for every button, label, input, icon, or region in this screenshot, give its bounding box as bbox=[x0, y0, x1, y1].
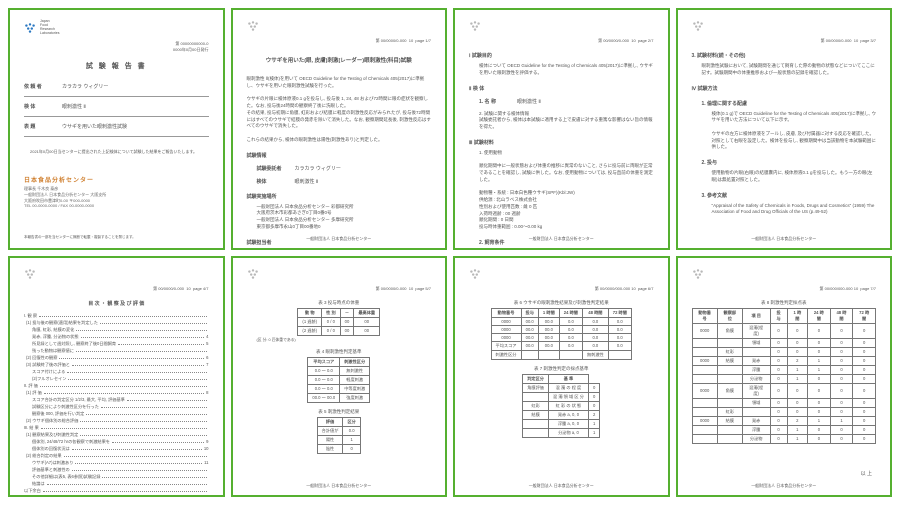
page-footer: 一般財団法人 日本食品分析センター bbox=[678, 483, 891, 489]
end-mark: 以 上 bbox=[861, 470, 872, 477]
logo bbox=[24, 268, 209, 280]
table-a: 動 物性 別－最高体重(1 週齢)0 / 00000(2 週齢)0 / 0000… bbox=[297, 308, 380, 336]
page-4: 第 00/0000/0-000 10 page 3/7 3. 試験材料(続・その… bbox=[676, 8, 893, 250]
cap-a: 表 6 ウサギの眼刺激性結果及び刺激性判定結果 bbox=[469, 300, 654, 306]
sample-label: 検 体 bbox=[24, 103, 54, 110]
place: 一般財団法人 日本食品分析センター 彩都研究所 大阪府茨木市彩都あさぎ0丁目0番… bbox=[257, 204, 432, 231]
dots-logo-icon bbox=[692, 20, 704, 32]
issue-note: 2021年0月00日当センターに提出された上記検体について試験した結果をご報告い… bbox=[30, 149, 209, 155]
page-header: 第 00/0000/0-000 10 page 2/7 bbox=[469, 38, 654, 44]
sponsor-label: 依 頼 者 bbox=[24, 83, 54, 90]
sample-value: 眼刺激性 Ⅱ bbox=[62, 103, 86, 110]
sub2: 2. 投与 bbox=[702, 159, 877, 166]
logo bbox=[247, 20, 432, 32]
logo bbox=[692, 20, 877, 32]
report-number: 第 00000000000-0 0000年0月00日発行 bbox=[24, 41, 209, 53]
title-value: ウサギを用いた眼刺激性試験 bbox=[62, 123, 127, 130]
section-place: 試験実施場所 bbox=[247, 193, 432, 200]
sec2: Ⅱ 検 体 bbox=[469, 85, 654, 92]
sponsor-value: カラカラ ウィグリー bbox=[62, 83, 108, 90]
table-a: 動物番号観察部位項 目投与1 時間24 時間48 時間72 時間0000角膜混濁… bbox=[692, 308, 877, 444]
page-header: 第 00/0000/0-000 10 page 3/7 bbox=[692, 38, 877, 44]
page-footer: 一般財団法人 日本食品分析センター bbox=[233, 236, 446, 242]
page-header: 第 00/000/000-000 10 page 7/7 bbox=[692, 286, 877, 292]
p1: 眼刺激性試験において, 試験期間を通じて飼育した際の動物の状態などについてここに… bbox=[702, 63, 877, 77]
table-b: 判定区分基 準角膜評価混 濁 の 程 度0混 濁 領 域 区 分0虹彩虹 彩 の… bbox=[522, 374, 600, 438]
p3: 1. 使用動物 順化期間中に一般状態および体重の推移に異常のないこと, さらに投… bbox=[479, 150, 654, 231]
copyright-note: 本報告書の一部を当センターに無断で転載・複製することを禁じます。 bbox=[24, 235, 136, 240]
page-8: 第 00/000/000-000 10 page 7/7 表 8 刺激性判定採点… bbox=[676, 256, 893, 498]
table-a-foot: (区 分: 0 匹体重である) bbox=[257, 338, 432, 343]
logo-text: Japan Food Research Laboratories bbox=[40, 20, 59, 35]
toc-title: 目 次 ・ 観 察 及 び 評 価 bbox=[24, 300, 209, 307]
sec3: Ⅲ 試験材料 bbox=[469, 139, 654, 146]
dots-logo-icon bbox=[247, 268, 259, 280]
ref: "Appraisal of the Safety of Chemicals in… bbox=[712, 203, 877, 217]
org-stamp: 日本食品分析センター bbox=[24, 175, 209, 184]
page-footer: 一般財団法人 日本食品分析センター bbox=[455, 236, 668, 242]
dots-logo-icon bbox=[692, 268, 704, 280]
sub3: 3. 参考文献 bbox=[702, 192, 877, 199]
sub1: 1. 倫理に関する配慮 bbox=[702, 100, 877, 107]
logo bbox=[692, 268, 877, 280]
page-7: 第 00/0000/000-000 10 page 6/7 表 6 ウサギの眼刺… bbox=[453, 256, 670, 498]
page-footer: 一般財団法人 日本食品分析センター bbox=[233, 483, 446, 489]
toc: Ⅰ. 観 察 (1) 投与後の観察(適用)結果を判定した 角膜, 虹彩, 結膜の… bbox=[24, 313, 209, 494]
report-title: 試 験 報 告 書 bbox=[24, 61, 209, 71]
page-header: 第 00/0000/000-000 10 page 6/7 bbox=[469, 286, 654, 292]
page-3: 第 00/0000/0-000 10 page 2/7 Ⅰ 試験目的 検体につい… bbox=[453, 8, 670, 250]
page-6: 第 00/0000/0-000 10 page 5/7 表 3 投与時点の体重 … bbox=[231, 256, 448, 498]
page-header: 第 00/0000/0-000 10 page 1/7 bbox=[247, 38, 432, 44]
summary: 眼刺激性 Ⅱ(検体)を用いて OECD Guideline for the Te… bbox=[247, 76, 432, 144]
section-info: 試験情報 bbox=[247, 152, 432, 159]
cap-b: 表 4 眼刺激性判定基準 bbox=[247, 349, 432, 355]
p3: 使用動物の片眼(右眼)の結膜嚢内に, 検体原液0.1 gを投与した。もう一方の眼… bbox=[712, 170, 877, 184]
page-1: Japan Food Research Laboratories 第 00000… bbox=[8, 8, 225, 250]
dots-logo-icon bbox=[24, 22, 36, 34]
dots-logo-icon bbox=[247, 20, 259, 32]
cap-a: 表 8 刺激性判定採点表 bbox=[692, 300, 877, 306]
page-header: 第 00/0000/0-000 10 page 4/7 bbox=[24, 286, 209, 292]
subtitle: ウサギを用いた(眼, 皮膚)刺激(レーダー)眼刺激性(科目)試験 bbox=[247, 56, 432, 64]
page-footer: 一般財団法人 日本食品分析センター bbox=[455, 483, 668, 489]
page-5: 第 00/0000/0-000 10 page 4/7 目 次 ・ 観 察 及 … bbox=[8, 256, 225, 498]
dots-logo-icon bbox=[24, 268, 36, 280]
p1: 検体について OECD Guideline for the Testing of… bbox=[479, 63, 654, 77]
logo bbox=[469, 20, 654, 32]
sec1: 3. 試験材料(続・その他) bbox=[692, 52, 877, 59]
logo bbox=[247, 268, 432, 280]
dots-logo-icon bbox=[469, 20, 481, 32]
info-rows: 試験委託者カラカラ ウィグリー検体眼刺激性 Ⅱ bbox=[257, 165, 432, 185]
address-block: 理事長 千木良 泰彦 一般財団法人 日本食品分析センター 大阪支所 大阪府吹田市… bbox=[24, 186, 209, 208]
sec1: Ⅰ 試験目的 bbox=[469, 52, 654, 59]
logo: Japan Food Research Laboratories bbox=[24, 20, 209, 35]
cap-b: 表 7 刺激性判定の採点基準 bbox=[469, 366, 654, 372]
cap-a: 表 3 投与時点の体重 bbox=[247, 300, 432, 306]
table-a: 動物番号投与1 時間24 時間48 時間72 時間000000.000.00.0… bbox=[491, 308, 632, 360]
title-label: 表 題 bbox=[24, 123, 54, 130]
page-header: 第 00/0000/0-000 10 page 5/7 bbox=[247, 286, 432, 292]
p2: 検体(0.1 g)で OECD Guideline for the Testin… bbox=[712, 111, 877, 152]
cap-c: 表 5 刺激性判定結果 bbox=[247, 409, 432, 415]
table-c: 評価区分合計値が0.0陽性1陰性0 bbox=[317, 417, 361, 454]
dots-logo-icon bbox=[469, 268, 481, 280]
page-2: 第 00/0000/0-000 10 page 1/7 ウサギを用いた(眼, 皮… bbox=[231, 8, 448, 250]
page-footer: 一般財団法人 日本食品分析センター bbox=[678, 236, 891, 242]
table-b: 平均スコア刺激性区分0.0 ～ 0.0無刺激性0.0 ～ 0.0軽度刺激0.0 … bbox=[307, 357, 370, 403]
logo bbox=[469, 268, 654, 280]
sec2: Ⅳ 試験方法 bbox=[692, 85, 877, 92]
